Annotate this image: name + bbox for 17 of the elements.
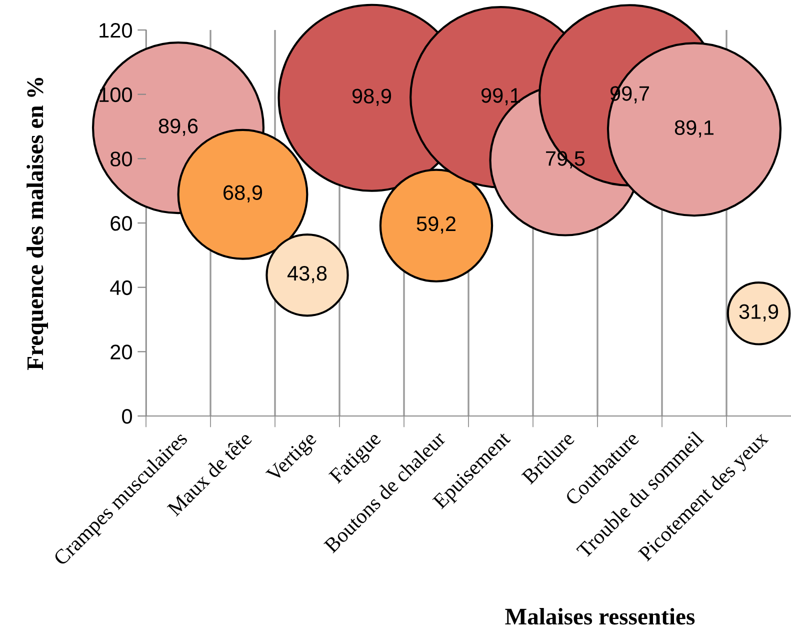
- x-axis-title: Malaises ressenties: [505, 608, 695, 625]
- data-label: 43,8: [287, 266, 327, 284]
- data-label: 31,9: [739, 304, 778, 322]
- data-label: 68,9: [224, 185, 262, 202]
- y-axis-title: Frequence des malaises en %: [26, 78, 48, 370]
- y-tick-label: 20: [110, 344, 132, 360]
- y-tick-label: 80: [110, 152, 132, 166]
- data-label: 59,2: [416, 216, 456, 234]
- y-tick-label: 120: [100, 23, 132, 38]
- y-tick-label: 40: [110, 280, 132, 296]
- y-tick-label: 0: [122, 409, 132, 424]
- data-label: 89,6: [158, 118, 198, 136]
- y-tick-label: 100: [100, 87, 132, 102]
- y-tick-label: 60: [110, 216, 132, 231]
- data-label: 98,9: [352, 88, 392, 106]
- data-label: 99,1: [481, 88, 520, 106]
- data-label: 89,1: [674, 120, 714, 138]
